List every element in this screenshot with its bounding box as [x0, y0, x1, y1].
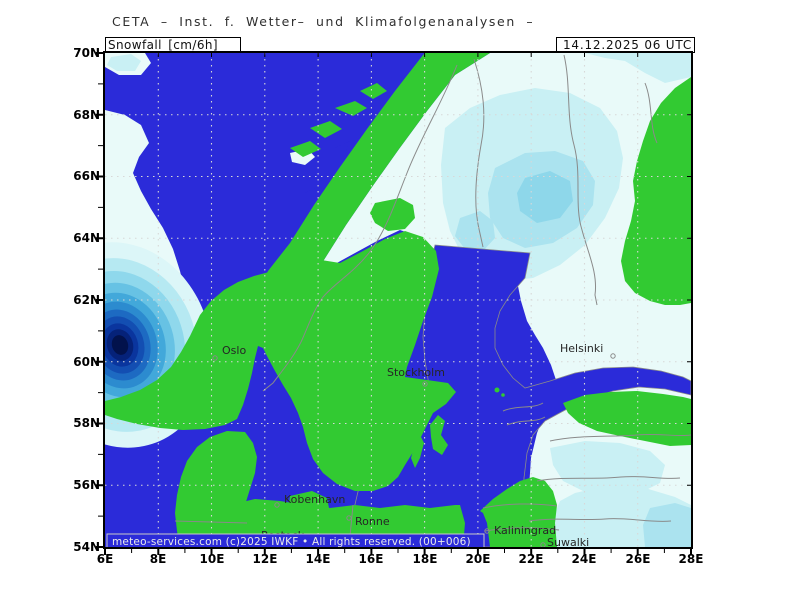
city-marker-oslo: [212, 355, 218, 361]
city-label-kobenhavn: Kobenhavn: [284, 493, 345, 506]
lat-label-62n: 62N: [73, 293, 100, 307]
city-label-ronne: Ronne: [355, 515, 390, 528]
copyright-text: meteo-services.com (c)2025 IWKF • All ri…: [112, 536, 471, 547]
copyright-bar: meteo-services.com (c)2025 IWKF • All ri…: [106, 533, 485, 547]
land-norway-coast: [255, 53, 490, 315]
lat-label-58n: 58N: [73, 416, 100, 430]
city-marker-suwalki: [540, 542, 546, 547]
city-label-kaliningrad: Kaliningrad: [494, 524, 556, 537]
city-label-stockholm: Stockholm: [387, 366, 445, 379]
lat-label-56n: 56N: [73, 478, 100, 492]
land-russia-south: [563, 391, 691, 446]
land-aland-1: [494, 387, 500, 393]
lon-label-14e: 14E: [305, 552, 331, 566]
snowfall-map: Oslo Stockholm Helsinki Kobenhavn Ronne …: [105, 53, 691, 547]
land-scandinavia-south: [105, 231, 456, 491]
lon-label-28e: 28E: [678, 552, 704, 566]
lon-label-22e: 22E: [518, 552, 544, 566]
fjord-layer: [305, 141, 350, 203]
lon-label-24e: 24E: [571, 552, 597, 566]
lat-label-54n: 54N: [73, 540, 100, 554]
land-sweden-patch: [370, 198, 415, 231]
lat-label-64n: 64N: [73, 231, 100, 245]
lon-label-16e: 16E: [358, 552, 384, 566]
lon-label-12e: 12E: [252, 552, 278, 566]
land-oland: [411, 435, 424, 468]
land-russia-east: [621, 77, 691, 305]
city-marker-stockholm: [422, 381, 428, 387]
lat-label-60n: 60N: [73, 355, 100, 369]
land-gotland: [430, 415, 448, 455]
lat-label-68n: 68N: [73, 108, 100, 122]
city-marker-kobenhavn: [274, 502, 280, 508]
lon-label-6e: 6E: [96, 552, 114, 566]
city-label-oslo: Oslo: [222, 344, 246, 357]
land-lofoten-1: [335, 101, 367, 116]
lon-label-26e: 26E: [625, 552, 651, 566]
city-label-helsinki: Helsinki: [560, 342, 603, 355]
lat-label-70n: 70N: [73, 46, 100, 60]
page-title: CETA – Inst. f. Wetter– und Klimafolgena…: [112, 14, 535, 29]
datetime-label-box: 14.12.2025 06 UTC: [556, 37, 695, 53]
lat-label-66n: 66N: [73, 169, 100, 183]
lon-label-10e: 10E: [199, 552, 225, 566]
city-label-suwalki: Suwalki: [547, 536, 589, 547]
land-lofoten-4: [360, 83, 387, 99]
city-marker-kaliningrad: [484, 528, 490, 534]
lon-label-18e: 18E: [412, 552, 438, 566]
snow-cyan-layer: [107, 53, 691, 547]
land-lofoten-3: [290, 141, 321, 157]
map-frame: Oslo Stockholm Helsinki Kobenhavn Ronne …: [103, 51, 693, 549]
graticule: [105, 53, 691, 547]
land-aland-2: [501, 393, 505, 397]
city-marker-helsinki: [610, 353, 616, 359]
lon-label-20e: 20E: [465, 552, 491, 566]
lon-label-8e: 8E: [149, 552, 167, 566]
city-marker-ronne: [346, 515, 352, 521]
